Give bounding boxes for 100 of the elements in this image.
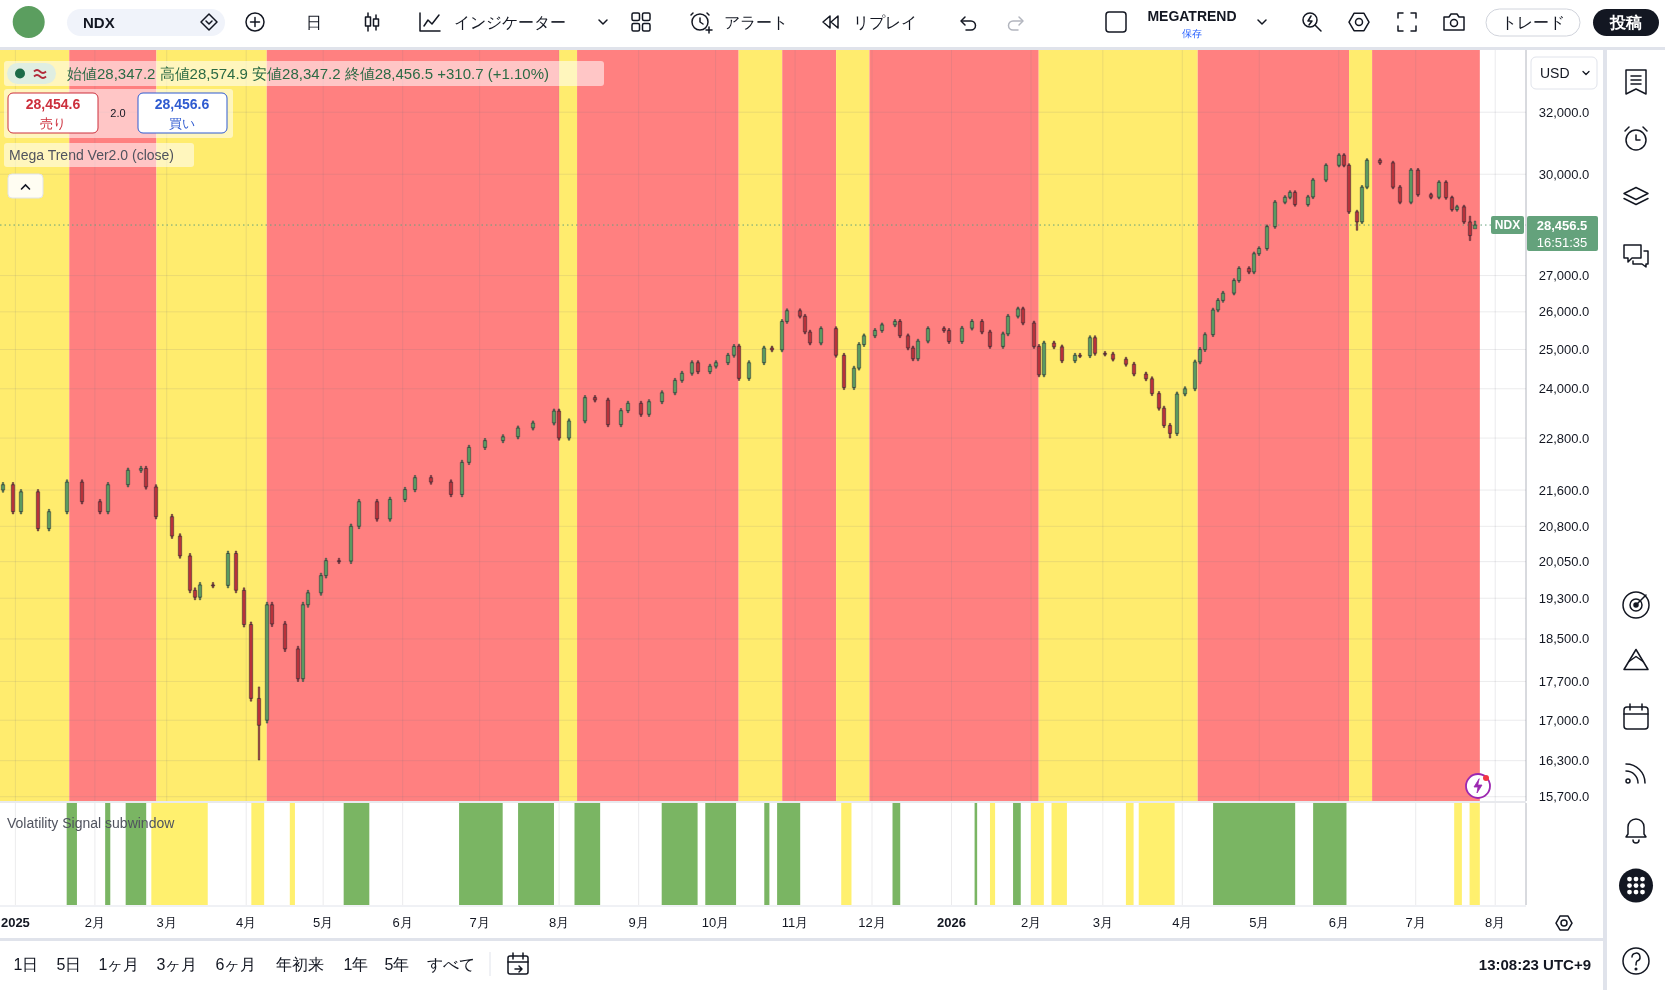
candlestick	[413, 475, 417, 493]
candlestick	[249, 621, 253, 702]
x-tick-label: 7月	[469, 914, 490, 930]
text: 13:08:23 UTC+9	[1478, 955, 1591, 973]
candlestick	[1168, 423, 1172, 439]
candlestick	[834, 326, 838, 358]
candlestick	[449, 479, 453, 497]
x-tick-label: 3月	[156, 914, 177, 930]
y-tick-label: 30,000.0	[1538, 166, 1590, 182]
candlestick	[626, 401, 630, 413]
text: すべて	[427, 955, 475, 973]
candlestick	[1144, 371, 1148, 382]
candlestick	[980, 319, 984, 335]
y-tick-label: 24,000.0	[1538, 381, 1590, 397]
y-tick-label: 22,800.0	[1538, 430, 1590, 446]
candlestick	[708, 363, 712, 374]
candlestick	[106, 482, 110, 515]
y-tick-label: 26,000.0	[1538, 304, 1590, 320]
annotation: 28,456.6	[154, 96, 210, 112]
candlestick	[606, 397, 610, 427]
text: MEGATREND	[1147, 8, 1237, 24]
text: 1日	[13, 955, 39, 973]
candlestick	[11, 482, 15, 515]
candlestick	[1462, 204, 1466, 224]
candlestick	[690, 360, 694, 376]
candlestick	[567, 418, 571, 441]
candlestick	[988, 329, 992, 349]
candlestick	[47, 509, 51, 532]
text: 年初来	[276, 955, 324, 973]
candlestick	[960, 326, 964, 344]
text: 16:51:35	[1536, 234, 1588, 250]
candlestick	[1324, 163, 1328, 182]
candlestick	[593, 395, 597, 403]
candlestick	[673, 378, 677, 396]
candlestick	[283, 621, 287, 652]
annotation: 始値28,347.2 高値28,574.9 安値28,347.2 終値28,456.5 +310.7 (+1.10%)	[67, 64, 549, 82]
candlestick	[357, 499, 361, 529]
x-tick-label: 4月	[1172, 914, 1193, 930]
candlestick	[639, 401, 643, 417]
candlestick	[970, 319, 974, 331]
ref-line-label: NDX	[1494, 218, 1521, 233]
text: リプレイ	[853, 13, 917, 31]
x-tick-label: 9月	[628, 914, 649, 930]
candlestick	[1052, 340, 1056, 349]
candlestick	[1416, 168, 1420, 197]
candlestick	[429, 475, 433, 485]
x-tick-label: 8月	[548, 914, 570, 930]
candlestick	[403, 487, 407, 502]
candlestick	[467, 445, 471, 465]
candlestick	[126, 467, 130, 488]
candlestick	[349, 523, 353, 564]
x-tick-label: 6月	[1328, 914, 1349, 930]
text: 5日	[56, 955, 82, 973]
text: トレード	[1501, 13, 1565, 31]
y-tick-label: 18,500.0	[1538, 631, 1590, 647]
candlestick	[234, 550, 238, 594]
candlestick	[747, 360, 751, 381]
text: 日	[306, 13, 322, 31]
candlestick	[1103, 351, 1107, 357]
text: 1ヶ月	[98, 955, 140, 973]
candlestick	[242, 587, 246, 628]
annotation: 買い	[169, 115, 195, 131]
text: 保存	[1182, 27, 1202, 39]
text: 投稿	[1609, 13, 1642, 31]
x-tick-label: 2025	[0, 914, 30, 930]
x-tick-label: 11月	[781, 914, 809, 930]
text: USD	[1540, 65, 1570, 81]
candlestick	[375, 499, 379, 522]
annotation: 2.0	[110, 107, 126, 119]
candlestick	[1437, 180, 1441, 200]
candlestick	[1398, 185, 1402, 205]
x-tick-label: 2月	[84, 914, 106, 930]
candlestick	[1111, 351, 1115, 362]
candlestick	[337, 558, 341, 564]
candlestick	[1265, 224, 1269, 251]
y-tick-label: 21,600.0	[1538, 482, 1590, 498]
text: 5年	[384, 955, 410, 973]
candlestick	[170, 514, 174, 539]
candlestick	[1444, 180, 1448, 200]
candlestick	[154, 484, 158, 520]
x-tick-label: 10月	[701, 914, 730, 930]
y-tick-label: 16,300.0	[1538, 753, 1590, 769]
candlestick	[388, 496, 392, 522]
y-tick-label: 27,000.0	[1538, 268, 1590, 284]
candlestick	[819, 326, 823, 346]
x-tick-label: 3月	[1092, 914, 1113, 930]
candlestick	[762, 345, 766, 365]
candlestick	[516, 425, 520, 440]
candlestick	[1175, 391, 1179, 436]
y-tick-label: 19,300.0	[1538, 590, 1590, 606]
candlestick	[19, 489, 23, 515]
x-tick-label: 5月	[1249, 914, 1270, 930]
annotation: 28,454.6	[25, 96, 81, 112]
candlestick	[1273, 200, 1277, 229]
candlestick	[226, 550, 230, 589]
x-tick-label: 7月	[1405, 914, 1426, 930]
text: 3ヶ月	[156, 955, 198, 973]
candlestick	[619, 408, 623, 427]
text: 1年	[343, 955, 369, 973]
x-tick-label: 8月	[1485, 914, 1506, 930]
